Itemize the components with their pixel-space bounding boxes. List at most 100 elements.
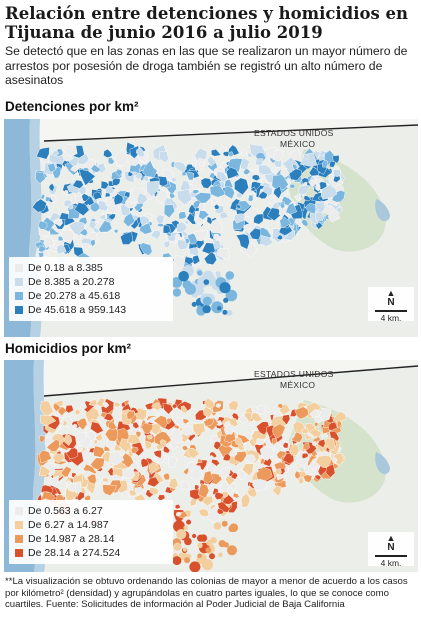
colonia-polygon bbox=[251, 412, 263, 423]
colonia-polygon bbox=[229, 523, 239, 532]
legend-label: De 0.563 a 6.27 bbox=[28, 505, 103, 517]
colonia-polygon bbox=[327, 209, 340, 223]
colonia-polygon bbox=[163, 240, 171, 249]
colonia-polygon bbox=[214, 492, 224, 501]
colonia-polygon bbox=[98, 220, 113, 233]
colonia-polygon bbox=[49, 475, 59, 487]
colonia-polygon bbox=[153, 415, 168, 430]
colonia-polygon bbox=[93, 439, 98, 445]
colonia-polygon bbox=[226, 309, 233, 316]
colonia-polygon bbox=[332, 457, 338, 465]
colonia-polygon bbox=[224, 186, 235, 200]
colonia-polygon bbox=[139, 215, 150, 227]
colonia-polygon bbox=[237, 443, 245, 452]
colonia-polygon bbox=[203, 418, 214, 427]
colonia-polygon bbox=[163, 472, 170, 481]
colonia-polygon bbox=[331, 453, 344, 466]
colonia-polygon bbox=[90, 421, 104, 434]
legend-item: De 20.278 a 45.618 bbox=[15, 289, 167, 303]
colonia-polygon bbox=[228, 448, 238, 457]
colonia-polygon bbox=[129, 489, 138, 497]
colonia-polygon bbox=[102, 477, 110, 483]
colonia-polygon bbox=[169, 192, 176, 200]
colonia-polygon bbox=[92, 191, 103, 201]
colonia-polygon bbox=[102, 400, 110, 409]
colonia-polygon bbox=[103, 445, 111, 452]
colonia-polygon bbox=[202, 296, 212, 306]
colonia-polygon bbox=[319, 407, 331, 422]
us-territory bbox=[4, 360, 418, 402]
label-estados-unidos: ESTADOS UNIDOS bbox=[254, 369, 334, 379]
colonia-polygon bbox=[149, 487, 160, 496]
colonia-polygon bbox=[227, 151, 234, 158]
colonia-polygon bbox=[222, 453, 231, 461]
colonia-polygon bbox=[222, 309, 228, 315]
colonia-polygon bbox=[129, 145, 140, 159]
colonia-polygon bbox=[74, 409, 81, 416]
colonia-polygon bbox=[302, 442, 310, 450]
colonia-polygon bbox=[170, 177, 178, 183]
colonia-polygon bbox=[170, 427, 184, 445]
colonia-polygon bbox=[289, 183, 296, 189]
label-mexico: MÉXICO bbox=[280, 139, 316, 149]
colonia-polygon bbox=[63, 199, 73, 208]
colonia-polygon bbox=[255, 438, 266, 446]
colonia-polygon bbox=[140, 422, 154, 435]
legend-item: De 0.18 a 8.385 bbox=[15, 261, 167, 275]
colonia-polygon bbox=[115, 168, 123, 177]
colonia-polygon bbox=[48, 183, 55, 192]
colonia-polygon bbox=[209, 184, 227, 198]
colonia-polygon bbox=[136, 147, 146, 158]
colonia-polygon bbox=[203, 279, 210, 285]
colonia-polygon bbox=[258, 164, 273, 175]
us-territory bbox=[4, 119, 418, 149]
colonia-polygon bbox=[173, 161, 187, 173]
colonia-polygon bbox=[244, 216, 252, 223]
colonia-polygon bbox=[235, 204, 241, 209]
colonia-polygon bbox=[72, 179, 84, 189]
map-title-detenciones: Detenciones por km² bbox=[5, 99, 139, 114]
colonia-polygon bbox=[225, 475, 236, 486]
colonia-polygon bbox=[211, 149, 222, 157]
colonia-polygon bbox=[184, 256, 194, 266]
colonia-polygon bbox=[271, 174, 289, 191]
colonia-polygon bbox=[197, 305, 202, 310]
colonia-polygon bbox=[76, 418, 88, 431]
colonia-polygon bbox=[151, 402, 162, 411]
colonia-polygon bbox=[148, 462, 160, 475]
colonia-polygon bbox=[315, 454, 332, 469]
colonia-polygon bbox=[108, 213, 116, 220]
colonia-polygon bbox=[176, 529, 187, 540]
colonia-polygon bbox=[134, 486, 144, 495]
legend-swatch bbox=[15, 278, 23, 286]
scale-label: 4 km. bbox=[380, 558, 402, 568]
colonia-polygon bbox=[69, 415, 76, 422]
colonia-polygon bbox=[202, 406, 213, 418]
colonia-polygon bbox=[122, 467, 135, 480]
colonia-polygon bbox=[305, 202, 317, 215]
colonia-polygon bbox=[317, 439, 326, 448]
colonia-polygon bbox=[279, 216, 292, 229]
colonia-polygon bbox=[218, 467, 231, 479]
colonia-polygon bbox=[199, 534, 208, 542]
colonia-polygon bbox=[182, 547, 187, 552]
colonia-polygon bbox=[108, 449, 125, 466]
colonia-polygon bbox=[243, 168, 251, 175]
border-line bbox=[43, 365, 418, 397]
colonia-polygon bbox=[46, 439, 60, 452]
colonia-polygon bbox=[123, 212, 136, 227]
colonia-polygon bbox=[52, 150, 60, 157]
colonia-polygon bbox=[201, 559, 214, 571]
colonia-polygon bbox=[272, 485, 282, 497]
map-homicidios: ESTADOS UNIDOS MÉXICO De 0.563 a 6.27 De… bbox=[4, 360, 418, 572]
colonia-polygon bbox=[113, 228, 119, 234]
colonia-polygon bbox=[36, 147, 50, 160]
colonia-polygon bbox=[223, 297, 229, 303]
map-detenciones: ESTADOS UNIDOS MÉXICO De 0.18 a 8.385 De… bbox=[4, 119, 418, 337]
colonia-polygon bbox=[260, 235, 274, 247]
colonia-polygon bbox=[192, 189, 200, 195]
colonia-polygon bbox=[180, 480, 191, 490]
colonia-polygon bbox=[171, 277, 183, 288]
colonia-polygon bbox=[194, 484, 200, 491]
colonia-polygon bbox=[198, 508, 210, 517]
